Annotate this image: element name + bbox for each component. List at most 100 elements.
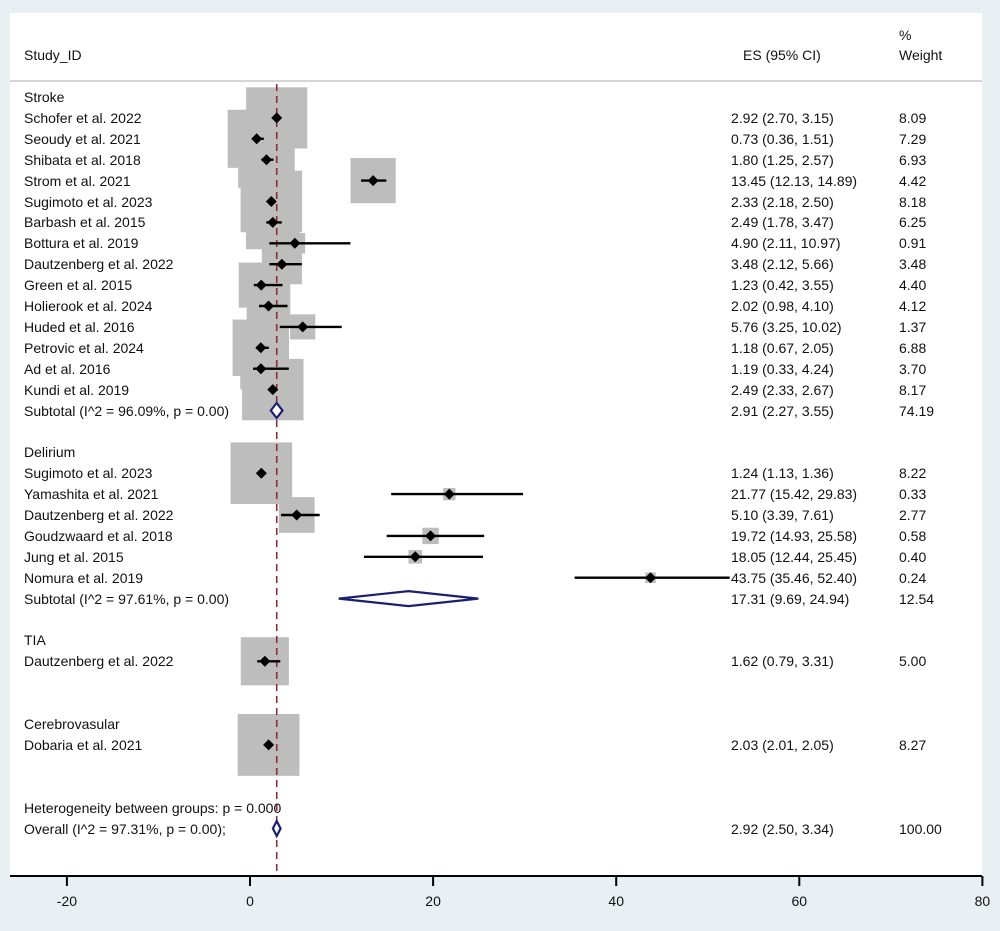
weight-value: 4.12	[899, 298, 927, 314]
study-label: Dautzenberg et al. 2022	[24, 653, 174, 670]
point-estimate	[645, 572, 657, 584]
weight-value: 4.42	[899, 172, 927, 189]
point-estimate	[259, 655, 271, 667]
weight-value: 0.24	[899, 569, 927, 586]
plot-panel	[10, 13, 982, 876]
weight-value: 8.09	[899, 109, 927, 126]
point-estimate	[255, 279, 267, 291]
point-estimate	[251, 133, 263, 145]
weight-value: 6.88	[899, 339, 927, 356]
weight-value: 3.48	[899, 256, 927, 273]
study-label: Petrovic et al. 2024	[24, 339, 144, 356]
point-estimate	[409, 551, 421, 563]
point-estimate	[267, 216, 279, 228]
weight-value: 6.93	[899, 151, 927, 168]
point-estimate	[267, 384, 279, 396]
heterogeneity-note: Heterogeneity between groups: p = 0.000	[24, 799, 282, 816]
study-label: Seoudy et al. 2021	[24, 130, 141, 147]
study-label: Dobaria et al. 2021	[24, 736, 143, 753]
effect-size-ci: 21.77 (15.42, 29.83)	[731, 486, 858, 503]
point-estimate	[265, 196, 277, 207]
point-estimate	[297, 321, 309, 333]
overall-label: Overall (I^2 = 97.31%, p = 0.00);	[24, 820, 226, 837]
weight-value: 8.22	[899, 465, 927, 482]
study-label: Ad et al. 2016	[24, 360, 111, 377]
point-estimate	[367, 175, 379, 187]
subtotal-label: Subtotal (I^2 = 97.61%, p = 0.00)	[24, 590, 230, 607]
point-estimate	[289, 237, 301, 249]
weight-value: 8.27	[899, 736, 927, 753]
point-estimate	[443, 488, 455, 500]
x-tick-label: 40	[608, 893, 624, 909]
effect-size-ci: 2.33 (2.18, 2.50)	[731, 193, 834, 210]
point-estimate	[255, 363, 267, 375]
effect-size-ci: 1.80 (1.25, 2.57)	[731, 151, 834, 168]
subtotal-label: Subtotal (I^2 = 96.09%, p = 0.00)	[24, 402, 230, 419]
weight-value: 74.19	[899, 402, 935, 419]
weight-value: 0.33	[899, 486, 927, 503]
effect-size-ci: 1.24 (1.13, 1.36)	[731, 465, 834, 482]
subtotal-diamond	[269, 401, 284, 420]
effect-size-ci: 13.45 (12.13, 14.89)	[731, 172, 858, 189]
study-label: Huded et al. 2016	[24, 318, 135, 335]
effect-size-ci: 2.49 (2.33, 2.67)	[731, 381, 834, 398]
column-header-study: Study_ID	[24, 47, 82, 63]
column-header-weight: Weight	[899, 47, 943, 63]
column-header-es: ES (95% CI)	[743, 47, 821, 63]
weight-value: 100.00	[899, 820, 942, 837]
weight-value: 0.91	[899, 235, 927, 252]
x-axis: -20 0 20 40 60 80	[10, 875, 991, 909]
effect-size-ci: 43.75 (35.46, 52.40)	[731, 569, 858, 586]
point-estimate	[255, 467, 267, 479]
weight-value: 0.58	[899, 527, 927, 544]
study-label: Nomura et al. 2019	[24, 569, 144, 586]
effect-size-ci: 4.90 (2.11, 10.97)	[731, 235, 841, 252]
study-label: Kundi et al. 2019	[24, 381, 130, 398]
group-label: TIA	[24, 632, 46, 649]
group-label: Stroke	[24, 89, 65, 105]
effect-size-ci: 2.92 (2.70, 3.15)	[731, 109, 834, 126]
x-tick-label: 80	[975, 893, 991, 909]
study-label: Yamashita et al. 2021	[24, 486, 159, 503]
effect-size-ci: 5.76 (3.25, 10.02)	[731, 318, 842, 335]
study-label: Goudzwaard et al. 2018	[24, 527, 173, 544]
weight-value: 6.25	[899, 214, 927, 231]
study-label: Jung et al. 2015	[24, 548, 124, 565]
study-label: Barbash et al. 2015	[24, 214, 146, 231]
effect-size-ci: 2.03 (2.01, 2.05)	[731, 736, 834, 753]
study-label: Green et al. 2015	[24, 277, 133, 294]
point-estimate	[291, 509, 303, 521]
study-label: Sugimoto et al. 2023	[24, 465, 153, 482]
point-estimate	[262, 300, 274, 312]
study-label: Dautzenberg et al. 2022	[24, 256, 174, 273]
effect-size-ci: 19.72 (14.93, 25.58)	[731, 527, 858, 544]
study-label: Shibata et al. 2018	[24, 151, 141, 168]
weight-value: 5.00	[899, 653, 927, 670]
effect-size-ci: 2.92 (2.50, 3.34)	[731, 820, 834, 837]
point-estimate	[276, 258, 288, 270]
point-estimate	[255, 342, 267, 354]
effect-size-ci: 2.49 (1.78, 3.47)	[731, 214, 834, 231]
x-tick-label: 60	[792, 893, 808, 909]
weight-value: 8.18	[899, 193, 927, 210]
effect-size-ci: 2.02 (0.98, 4.10)	[731, 298, 834, 314]
group-label: Cerebrovasular	[24, 716, 120, 732]
weight-value: 2.77	[899, 507, 927, 523]
weight-value: 7.29	[899, 130, 927, 147]
weight-value: 8.17	[899, 381, 927, 398]
effect-size-ci: 18.05 (12.44, 25.45)	[731, 548, 858, 565]
study-label: Bottura et al. 2019	[24, 235, 139, 252]
study-label: Strom et al. 2021	[24, 172, 131, 189]
weight-value: 0.40	[899, 548, 927, 565]
effect-size-ci: 17.31 (9.69, 24.94)	[731, 590, 850, 607]
study-label: Sugimoto et al. 2023	[24, 193, 153, 210]
weight-value: 12.54	[899, 590, 935, 607]
overall-diamond	[271, 818, 282, 839]
weight-value: 3.70	[899, 360, 927, 377]
study-label: Dautzenberg et al. 2022	[24, 507, 174, 523]
effect-size-ci: 5.10 (3.39, 7.61)	[731, 507, 834, 523]
x-tick-label: 20	[425, 893, 441, 909]
effect-size-ci: 3.48 (2.12, 5.66)	[731, 256, 834, 273]
x-tick-label: -20	[57, 893, 77, 909]
